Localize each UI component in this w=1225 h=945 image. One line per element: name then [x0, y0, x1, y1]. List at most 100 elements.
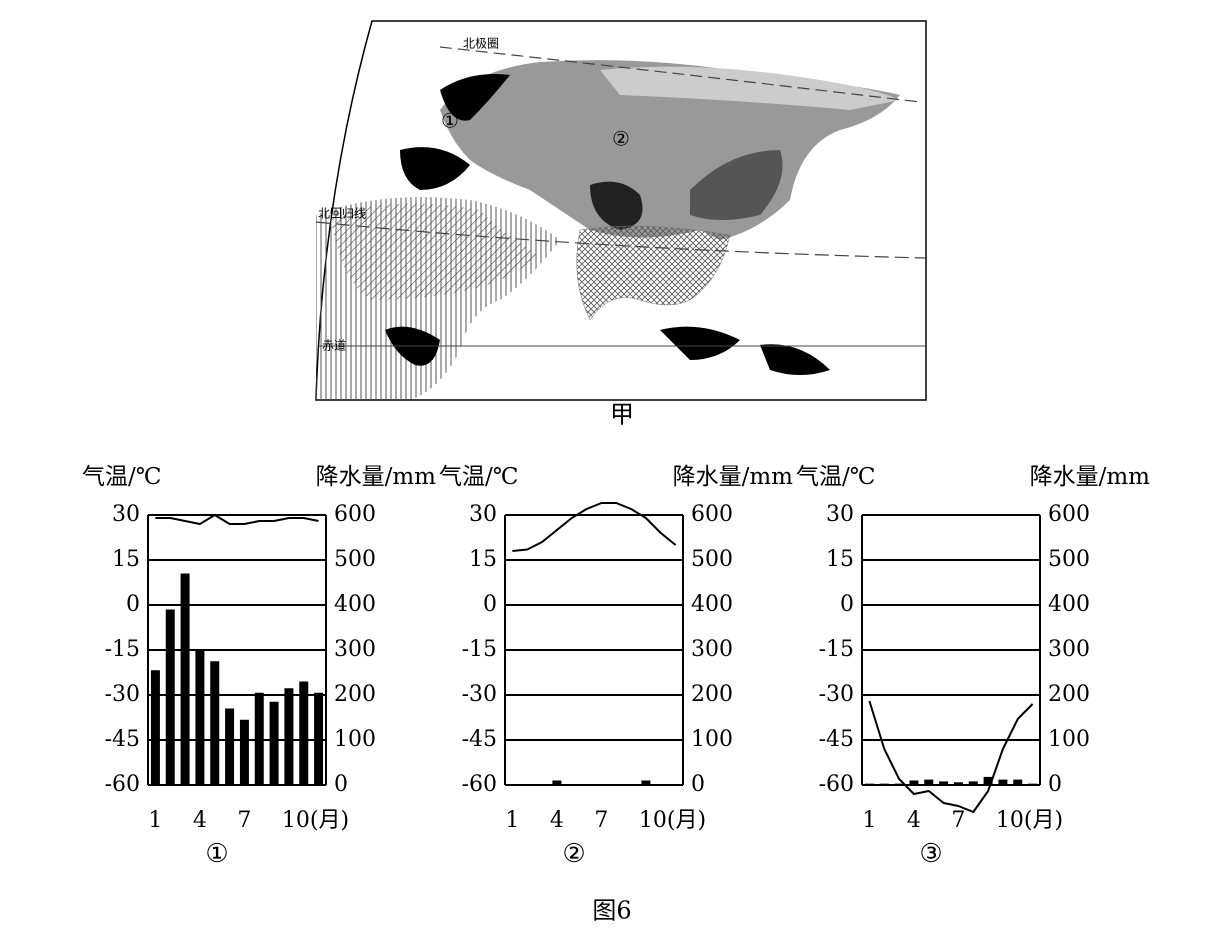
y-tick-label: 15 [469, 547, 497, 572]
bar [269, 701, 279, 785]
y-tick-label: 15 [826, 547, 854, 572]
y2-tick-label: 200 [691, 682, 733, 707]
map-title: 甲 [610, 401, 634, 429]
x-tick-label: 1 [148, 808, 162, 833]
bar [210, 661, 220, 785]
chart-title: ③ [919, 839, 942, 869]
y2-tick-label: 500 [334, 547, 376, 572]
y2-tick-label: 200 [334, 682, 376, 707]
bar [879, 783, 889, 785]
y2-tick-label: 600 [691, 502, 733, 527]
map-label: 北回归线 [318, 207, 366, 221]
temperature-line [512, 502, 677, 552]
y2-axis-label: 降水量/mm [673, 464, 794, 490]
y-tick-label: -45 [819, 727, 854, 752]
bar [299, 681, 309, 785]
bar [998, 779, 1008, 785]
x-tick-label: 4 [907, 808, 921, 833]
y-tick-label: -60 [462, 772, 497, 797]
chart-title: ① [205, 839, 228, 869]
y2-tick-label: 0 [1048, 772, 1062, 797]
y-tick-label: -60 [105, 772, 140, 797]
y-tick-label: -30 [105, 682, 140, 707]
map-label: 赤道 [322, 339, 346, 353]
bar [150, 670, 160, 785]
x-tick-label: 7 [951, 808, 965, 833]
y-axis-label: 气温/℃ [82, 464, 161, 490]
y2-tick-label: 600 [334, 502, 376, 527]
bar [909, 780, 919, 785]
y2-tick-label: 400 [334, 592, 376, 617]
y2-tick-label: 400 [691, 592, 733, 617]
y2-tick-label: 300 [1048, 637, 1090, 662]
y-tick-label: -30 [819, 682, 854, 707]
y-tick-label: 15 [112, 547, 140, 572]
y2-tick-label: 600 [1048, 502, 1090, 527]
figure-caption: 图6 [592, 897, 631, 925]
y-tick-label: -45 [105, 727, 140, 752]
map-label: ② [612, 127, 630, 151]
bar [983, 776, 993, 785]
bar [894, 783, 904, 785]
y-tick-label: -15 [105, 637, 140, 662]
x-tick-label: 1 [505, 808, 519, 833]
y-tick-label: 30 [826, 502, 854, 527]
bar [225, 708, 235, 785]
y-axis-label: 气温/℃ [796, 464, 875, 490]
y-tick-label: 30 [112, 502, 140, 527]
x-tick-label: 1 [862, 808, 876, 833]
y2-tick-label: 500 [691, 547, 733, 572]
y2-tick-label: 100 [334, 727, 376, 752]
x-tick-label: 4 [193, 808, 207, 833]
bar [1028, 783, 1038, 785]
y2-tick-label: 300 [691, 637, 733, 662]
y-tick-label: 30 [469, 502, 497, 527]
y2-tick-label: 500 [1048, 547, 1090, 572]
y2-tick-label: 0 [691, 772, 705, 797]
y-tick-label: -45 [462, 727, 497, 752]
x-tick-label: 10(月) [282, 808, 349, 833]
bar [552, 780, 562, 785]
x-tick-label: 7 [594, 808, 608, 833]
y-tick-label: 0 [126, 592, 140, 617]
map-label: ① [441, 109, 459, 133]
y-axis-label: 气温/℃ [439, 464, 518, 490]
bar [641, 780, 651, 785]
x-tick-label: 4 [550, 808, 564, 833]
bar [924, 779, 934, 785]
map-label: ③ [413, 159, 431, 183]
x-tick-label: 7 [237, 808, 251, 833]
bar [180, 573, 190, 785]
temperature-line [155, 514, 319, 525]
bar [165, 609, 175, 785]
bar [254, 692, 264, 785]
y2-tick-label: 100 [1048, 727, 1090, 752]
x-tick-label: 10(月) [996, 808, 1063, 833]
map-label: 北极圈 [463, 37, 499, 51]
chart-title: ② [562, 839, 585, 869]
y-tick-label: 0 [483, 592, 497, 617]
x-tick-label: 10(月) [639, 808, 706, 833]
bar [195, 650, 205, 785]
map: 北极圈 北回归线 赤道 ① ② ③ 甲 [315, 20, 927, 429]
y2-tick-label: 300 [334, 637, 376, 662]
y-tick-label: -60 [819, 772, 854, 797]
temperature-line [868, 700, 1034, 813]
y-tick-label: -30 [462, 682, 497, 707]
bar [939, 781, 949, 785]
bar [1013, 779, 1023, 785]
y2-axis-label: 降水量/mm [1030, 464, 1151, 490]
y-tick-label: -15 [462, 637, 497, 662]
bar [864, 783, 874, 785]
y2-tick-label: 0 [334, 772, 348, 797]
bar [314, 692, 324, 785]
y2-tick-label: 100 [691, 727, 733, 752]
y-tick-label: -15 [819, 637, 854, 662]
y2-tick-label: 400 [1048, 592, 1090, 617]
y-tick-label: 0 [840, 592, 854, 617]
bar [968, 781, 978, 785]
bar [239, 719, 249, 785]
bar [284, 688, 294, 785]
